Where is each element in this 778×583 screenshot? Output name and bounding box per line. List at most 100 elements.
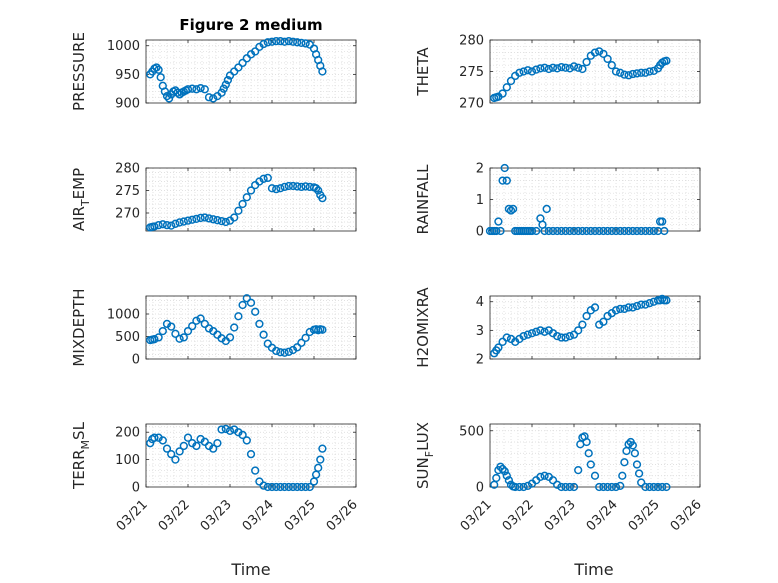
- pressure-point: [318, 67, 327, 76]
- air_temp-ytick-label: 270: [115, 207, 140, 222]
- terr_msl-point: [288, 482, 298, 492]
- rainfall-point: [595, 226, 604, 236]
- mixdepth-point: [301, 333, 310, 343]
- theta-point: [523, 66, 532, 75]
- h2omixra-point: [565, 331, 574, 341]
- air_temp-point: [204, 214, 214, 223]
- sun_flux-point: [624, 440, 633, 449]
- air_temp-point: [242, 193, 251, 202]
- sun_flux-point: [565, 482, 574, 492]
- rainfall-point: [641, 226, 650, 236]
- terr_msl-point: [242, 436, 251, 445]
- terr_msl-plot-area: [146, 424, 356, 487]
- rainfall-point: [582, 226, 591, 236]
- h2omixra-point: [569, 330, 579, 339]
- pressure-point: [164, 94, 174, 103]
- mixdepth-point: [293, 343, 302, 352]
- theta-point: [540, 63, 549, 72]
- pressure-point: [156, 73, 165, 82]
- air_temp-point: [288, 181, 298, 191]
- theta-point: [595, 47, 604, 56]
- sun_flux-point: [561, 482, 570, 492]
- sun_flux-point: [611, 482, 621, 492]
- pressure-ytick-label: 1000: [107, 39, 140, 54]
- sun_flux-point: [536, 472, 545, 482]
- air_temp-point: [209, 215, 218, 224]
- rainfall-point: [574, 226, 583, 236]
- air_temp-ytick-label: 275: [115, 184, 140, 199]
- theta-ytick-label: 270: [459, 97, 484, 112]
- rainfall-point: [599, 226, 608, 236]
- theta-point: [637, 68, 646, 77]
- h2omixra-point: [540, 327, 549, 336]
- mixdepth-point: [192, 316, 201, 325]
- terr_msl-point: [175, 447, 184, 456]
- h2omixra-point: [574, 326, 583, 335]
- air_temp-point: [167, 221, 176, 230]
- air_temp-point: [234, 206, 243, 215]
- h2omixra-point: [641, 300, 650, 309]
- terr_msl-ylabel-main: TERR: [70, 449, 88, 490]
- mixdepth-point: [196, 314, 205, 323]
- air_temp-point: [213, 216, 222, 225]
- air_temp-point: [171, 219, 180, 228]
- h2omixra-point: [616, 304, 625, 314]
- rainfall-point: [496, 226, 505, 236]
- theta-point: [599, 49, 608, 59]
- air_temp-point: [301, 182, 310, 191]
- h2omixra-point: [620, 304, 629, 314]
- sun_flux-point: [569, 482, 579, 492]
- mixdepth-point: [280, 348, 289, 357]
- subplot-rainfall: 0 1 2 RAINFALL: [414, 162, 701, 240]
- air_temp-point: [217, 216, 226, 226]
- mixdepth-point: [230, 323, 239, 332]
- h2omixra-point: [578, 320, 587, 329]
- h2omixra-point: [527, 329, 537, 338]
- sun_flux-point: [492, 473, 501, 483]
- sun_flux-ylabel-sub: F: [423, 451, 436, 457]
- pressure-point: [154, 65, 163, 74]
- air_temp-point: [259, 174, 268, 183]
- theta-point: [527, 67, 537, 76]
- theta-point: [515, 68, 524, 77]
- theta-point: [582, 57, 591, 67]
- x-axis-label-right: Time: [573, 560, 613, 579]
- mixdepth-point: [259, 330, 268, 339]
- theta-point: [498, 89, 507, 98]
- terr_msl-point: [316, 455, 325, 464]
- h2omixra-point: [611, 306, 621, 315]
- pressure-ylabel-main: PRESSURE: [70, 32, 88, 111]
- theta-point: [532, 65, 541, 74]
- sun_flux-point: [616, 481, 625, 491]
- h2omixra-point: [637, 300, 646, 309]
- h2omixra-point: [523, 330, 532, 339]
- rainfall-point: [590, 226, 600, 236]
- pressure-point: [284, 36, 293, 46]
- terr_msl-point: [167, 449, 176, 459]
- h2omixra-ytick-label: 2: [476, 353, 484, 368]
- terr_msl-point: [284, 482, 293, 492]
- pressure-point: [301, 39, 310, 48]
- terr_msl-point: [255, 477, 264, 486]
- theta-ytick-label: 275: [459, 65, 484, 80]
- pressure-point: [217, 88, 226, 97]
- rainfall-point: [637, 226, 646, 236]
- rainfall-point: [565, 226, 574, 236]
- rainfall-point: [620, 226, 629, 236]
- sun_flux-point: [634, 469, 644, 478]
- pressure-point: [297, 38, 306, 48]
- terr_msl-point: [162, 444, 172, 453]
- air_temp-ytick-label: 280: [115, 162, 140, 177]
- terr_msl-ytick-label: 0: [132, 481, 140, 496]
- rainfall-point: [540, 226, 549, 236]
- air_temp-point: [221, 217, 230, 227]
- pressure-point: [272, 36, 281, 46]
- pressure-point: [280, 37, 289, 46]
- theta-point: [662, 56, 671, 65]
- sun_flux-point: [504, 476, 514, 485]
- air_temp-ylabel-rest: EMP: [70, 168, 88, 199]
- air_temp-axes-box: [145, 167, 357, 232]
- terr_msl-point: [314, 463, 323, 472]
- sun_flux-point: [662, 482, 671, 492]
